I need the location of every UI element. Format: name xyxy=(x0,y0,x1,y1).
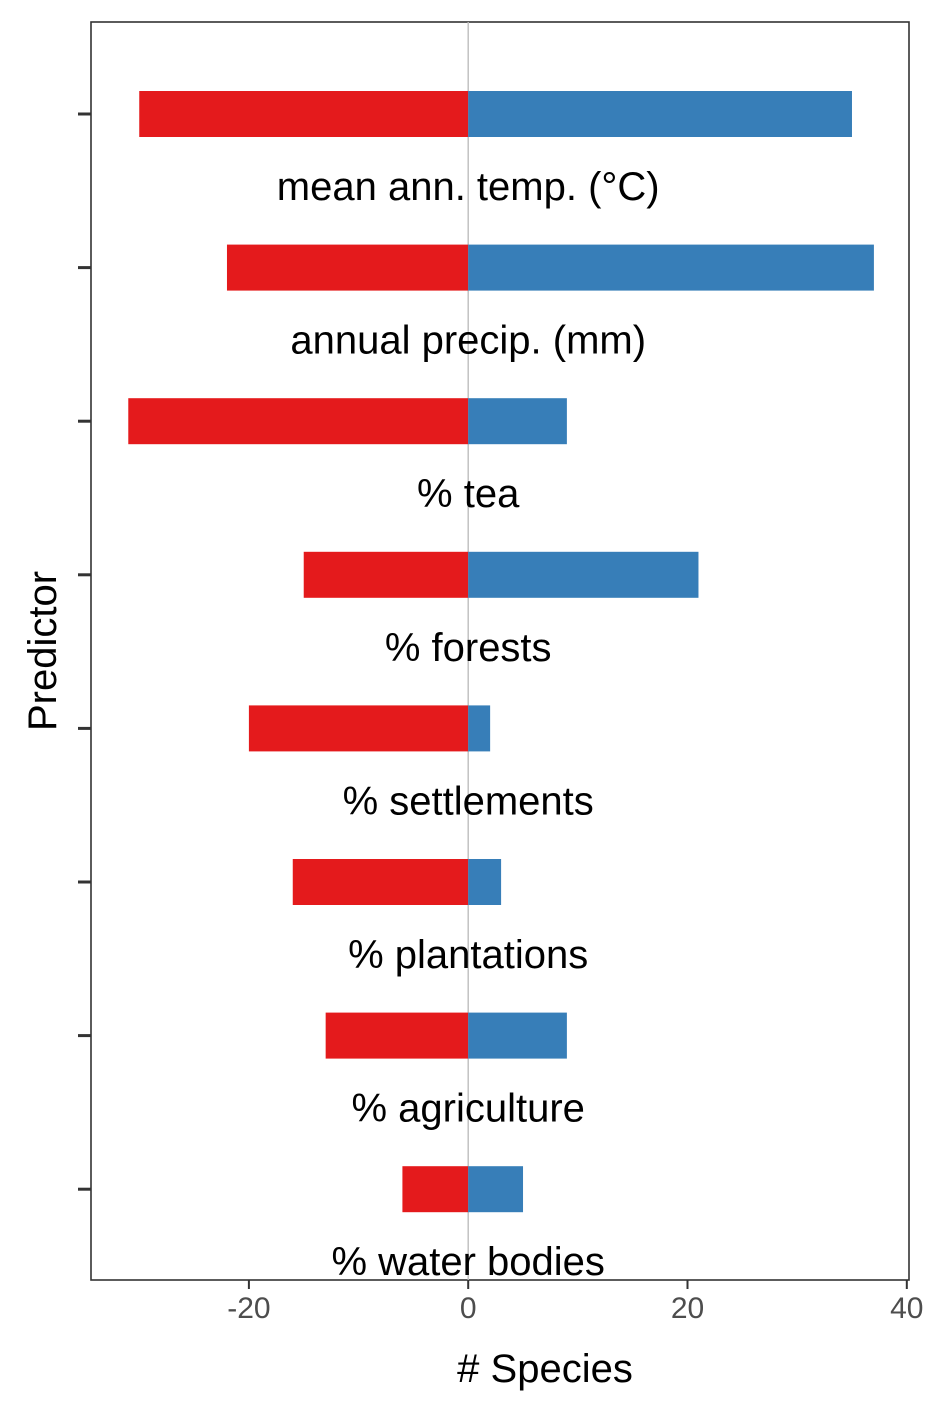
y-ticks-group xyxy=(78,112,91,1191)
bar-positive-5 xyxy=(468,859,502,905)
bar-positive-4 xyxy=(468,705,491,752)
bars-group xyxy=(128,91,874,1213)
bar-category-label: % agriculture xyxy=(351,1087,584,1131)
bar-negative-2 xyxy=(128,398,469,445)
bar-labels-group: mean ann. temp. (°C) annual precip. (mm)%… xyxy=(277,165,660,1284)
bar-positive-7 xyxy=(468,1166,524,1213)
bar-category-label: % forests xyxy=(385,626,552,670)
bar-negative-3 xyxy=(303,551,469,598)
bar-negative-6 xyxy=(325,1012,469,1059)
plot-panel xyxy=(90,21,910,1281)
y-axis-title: Predictor xyxy=(21,571,65,731)
x-tick-label: 20 xyxy=(671,1292,704,1325)
bar-negative-5 xyxy=(292,859,469,905)
bar-positive-3 xyxy=(468,551,699,598)
bar-negative-4 xyxy=(248,705,469,752)
x-axis-title: # Species xyxy=(457,1347,633,1391)
bar-positive-1 xyxy=(468,244,874,291)
bar-negative-0 xyxy=(139,91,469,137)
bar-negative-7 xyxy=(402,1166,469,1213)
bar-category-label: % plantations xyxy=(348,933,588,977)
x-ticks-group: -20 0 20 40 xyxy=(227,1280,923,1325)
bar-category-label: mean ann. temp. (°C) xyxy=(277,165,660,209)
bar-category-label: annual precip. (mm) xyxy=(290,319,646,363)
x-tick-label: 0 xyxy=(460,1292,477,1325)
bar-positive-2 xyxy=(468,398,567,445)
x-tick-label: 40 xyxy=(890,1292,923,1325)
x-tick-label: -20 xyxy=(227,1292,270,1325)
bar-category-label: % water bodies xyxy=(331,1240,604,1284)
bar-positive-0 xyxy=(468,91,852,137)
bar-negative-1 xyxy=(226,244,469,291)
bar-category-label: % tea xyxy=(417,472,520,516)
bar-positive-6 xyxy=(468,1012,567,1059)
bar-category-label: % settlements xyxy=(343,779,594,823)
